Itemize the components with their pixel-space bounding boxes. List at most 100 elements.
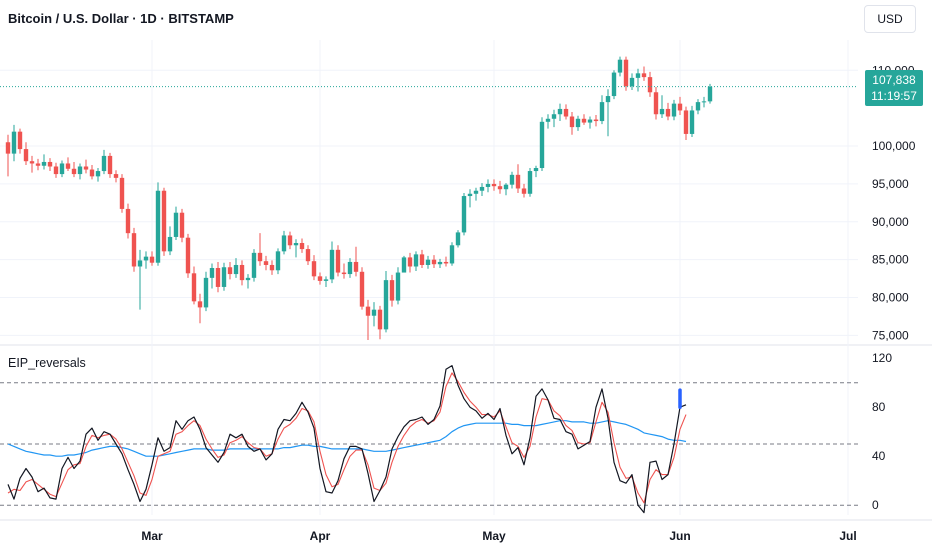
candle [353, 246, 359, 277]
candle-body [173, 212, 179, 237]
candle-body [491, 183, 497, 187]
candle-body [41, 161, 47, 166]
indicator-levels [0, 382, 858, 506]
candle-body [677, 103, 683, 111]
candle [635, 68, 641, 92]
time-tick-label: Mar [141, 529, 163, 543]
candle-body [251, 252, 257, 278]
candle-body [311, 261, 317, 277]
candle-body [23, 149, 29, 162]
candle-body [509, 174, 515, 185]
candle [515, 164, 521, 194]
candle [5, 134, 11, 177]
candle-body [101, 155, 107, 172]
candle-body [359, 271, 365, 307]
candle [191, 266, 197, 305]
candle [287, 231, 293, 250]
candle-body [317, 276, 323, 281]
candle [701, 96, 707, 108]
candle [155, 182, 161, 266]
candle [557, 103, 563, 122]
candle [455, 230, 461, 248]
candle-body [35, 163, 41, 166]
candle [311, 255, 317, 281]
candle-body [365, 306, 371, 316]
candle [575, 115, 581, 131]
candle [413, 251, 419, 272]
candle [209, 263, 215, 289]
candle [269, 260, 275, 275]
candle [173, 206, 179, 240]
candle [689, 105, 695, 137]
candle-body [389, 280, 395, 301]
candle [521, 183, 527, 198]
candle [593, 114, 599, 127]
candle-body [563, 108, 569, 117]
candle [257, 233, 263, 266]
candle [449, 242, 455, 266]
candle [245, 274, 251, 289]
candle-body [197, 301, 203, 308]
candle-body [167, 236, 173, 252]
candle [251, 249, 257, 282]
price-tick-label: 90,000 [872, 215, 909, 229]
candle [587, 116, 593, 129]
candle-body [371, 309, 377, 316]
candle [485, 179, 491, 193]
candle [89, 164, 95, 180]
candle [365, 299, 371, 340]
candle [659, 95, 665, 119]
chart-title: Bitcoin / U.S. Dollar · 1D · BITSTAMP [8, 11, 234, 26]
candle [137, 249, 143, 310]
candle-body [671, 103, 677, 117]
candle [545, 114, 551, 129]
candle [215, 261, 221, 293]
candle [41, 154, 47, 170]
candle [17, 128, 23, 154]
candle-body [17, 131, 23, 150]
bar-countdown: 11:19:57 [871, 89, 917, 103]
candle-body [467, 193, 473, 197]
candle [317, 272, 323, 285]
candle [425, 255, 431, 269]
candle-body [179, 212, 185, 238]
candle-body [545, 118, 551, 122]
candle [119, 174, 125, 213]
candle-body [383, 280, 389, 330]
time-tick-label: Apr [310, 529, 331, 543]
candle-body [305, 249, 311, 262]
candle [599, 95, 605, 125]
candle [503, 183, 509, 196]
candle [641, 66, 647, 81]
candle-body [629, 77, 635, 87]
candle-body [287, 235, 293, 246]
candle [233, 258, 239, 278]
indicator-tick-label: 0 [872, 498, 879, 512]
candle-body [107, 155, 113, 175]
candle [671, 99, 677, 121]
candle-body [257, 252, 263, 262]
candle [263, 255, 269, 271]
candle [629, 73, 635, 90]
candle [35, 158, 41, 171]
candle [581, 114, 587, 125]
candle [695, 99, 701, 115]
candle-body [653, 92, 659, 115]
candle-body [437, 261, 443, 265]
candle [53, 162, 59, 178]
candle-body [161, 190, 167, 252]
price-tick-label: 95,000 [872, 177, 909, 191]
candle [221, 262, 227, 291]
candle-body [329, 249, 335, 280]
candle-body [143, 256, 149, 261]
candle-body [221, 267, 227, 287]
candle [293, 239, 299, 258]
indicator-slow-line [7, 420, 687, 457]
currency-button[interactable]: USD [864, 5, 916, 33]
candle [107, 152, 113, 178]
candle-body [551, 114, 557, 119]
candle [359, 267, 365, 310]
time-tick-label: Jun [669, 529, 690, 543]
candle-body [47, 161, 53, 167]
